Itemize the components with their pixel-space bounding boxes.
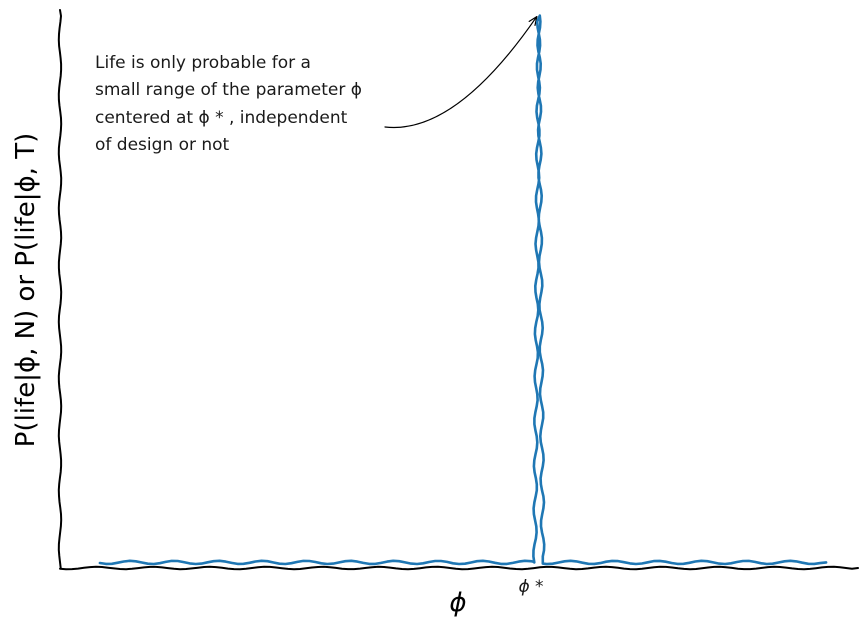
x-axis-label: ϕ [449,588,466,618]
annotation-arrow [384,15,538,129]
annotation-line-4: of design or not [95,135,230,155]
x-tick-label-phi-star: ϕ * [518,577,543,597]
x-axis-line [59,565,859,571]
annotation-line-1: Life is only probable for a [95,53,311,73]
annotation-line-2: small range of the parameter ϕ [95,80,362,100]
y-axis-line [57,9,63,569]
annotation-line-3: centered at ϕ * , independent [95,108,348,128]
axes [57,9,859,571]
y-axis-label: P(life|ϕ, N) or P(life|ϕ, T) [11,133,41,447]
series-line-0 [98,14,828,566]
plot-area [98,14,828,566]
annotation-arrowhead [528,15,538,26]
